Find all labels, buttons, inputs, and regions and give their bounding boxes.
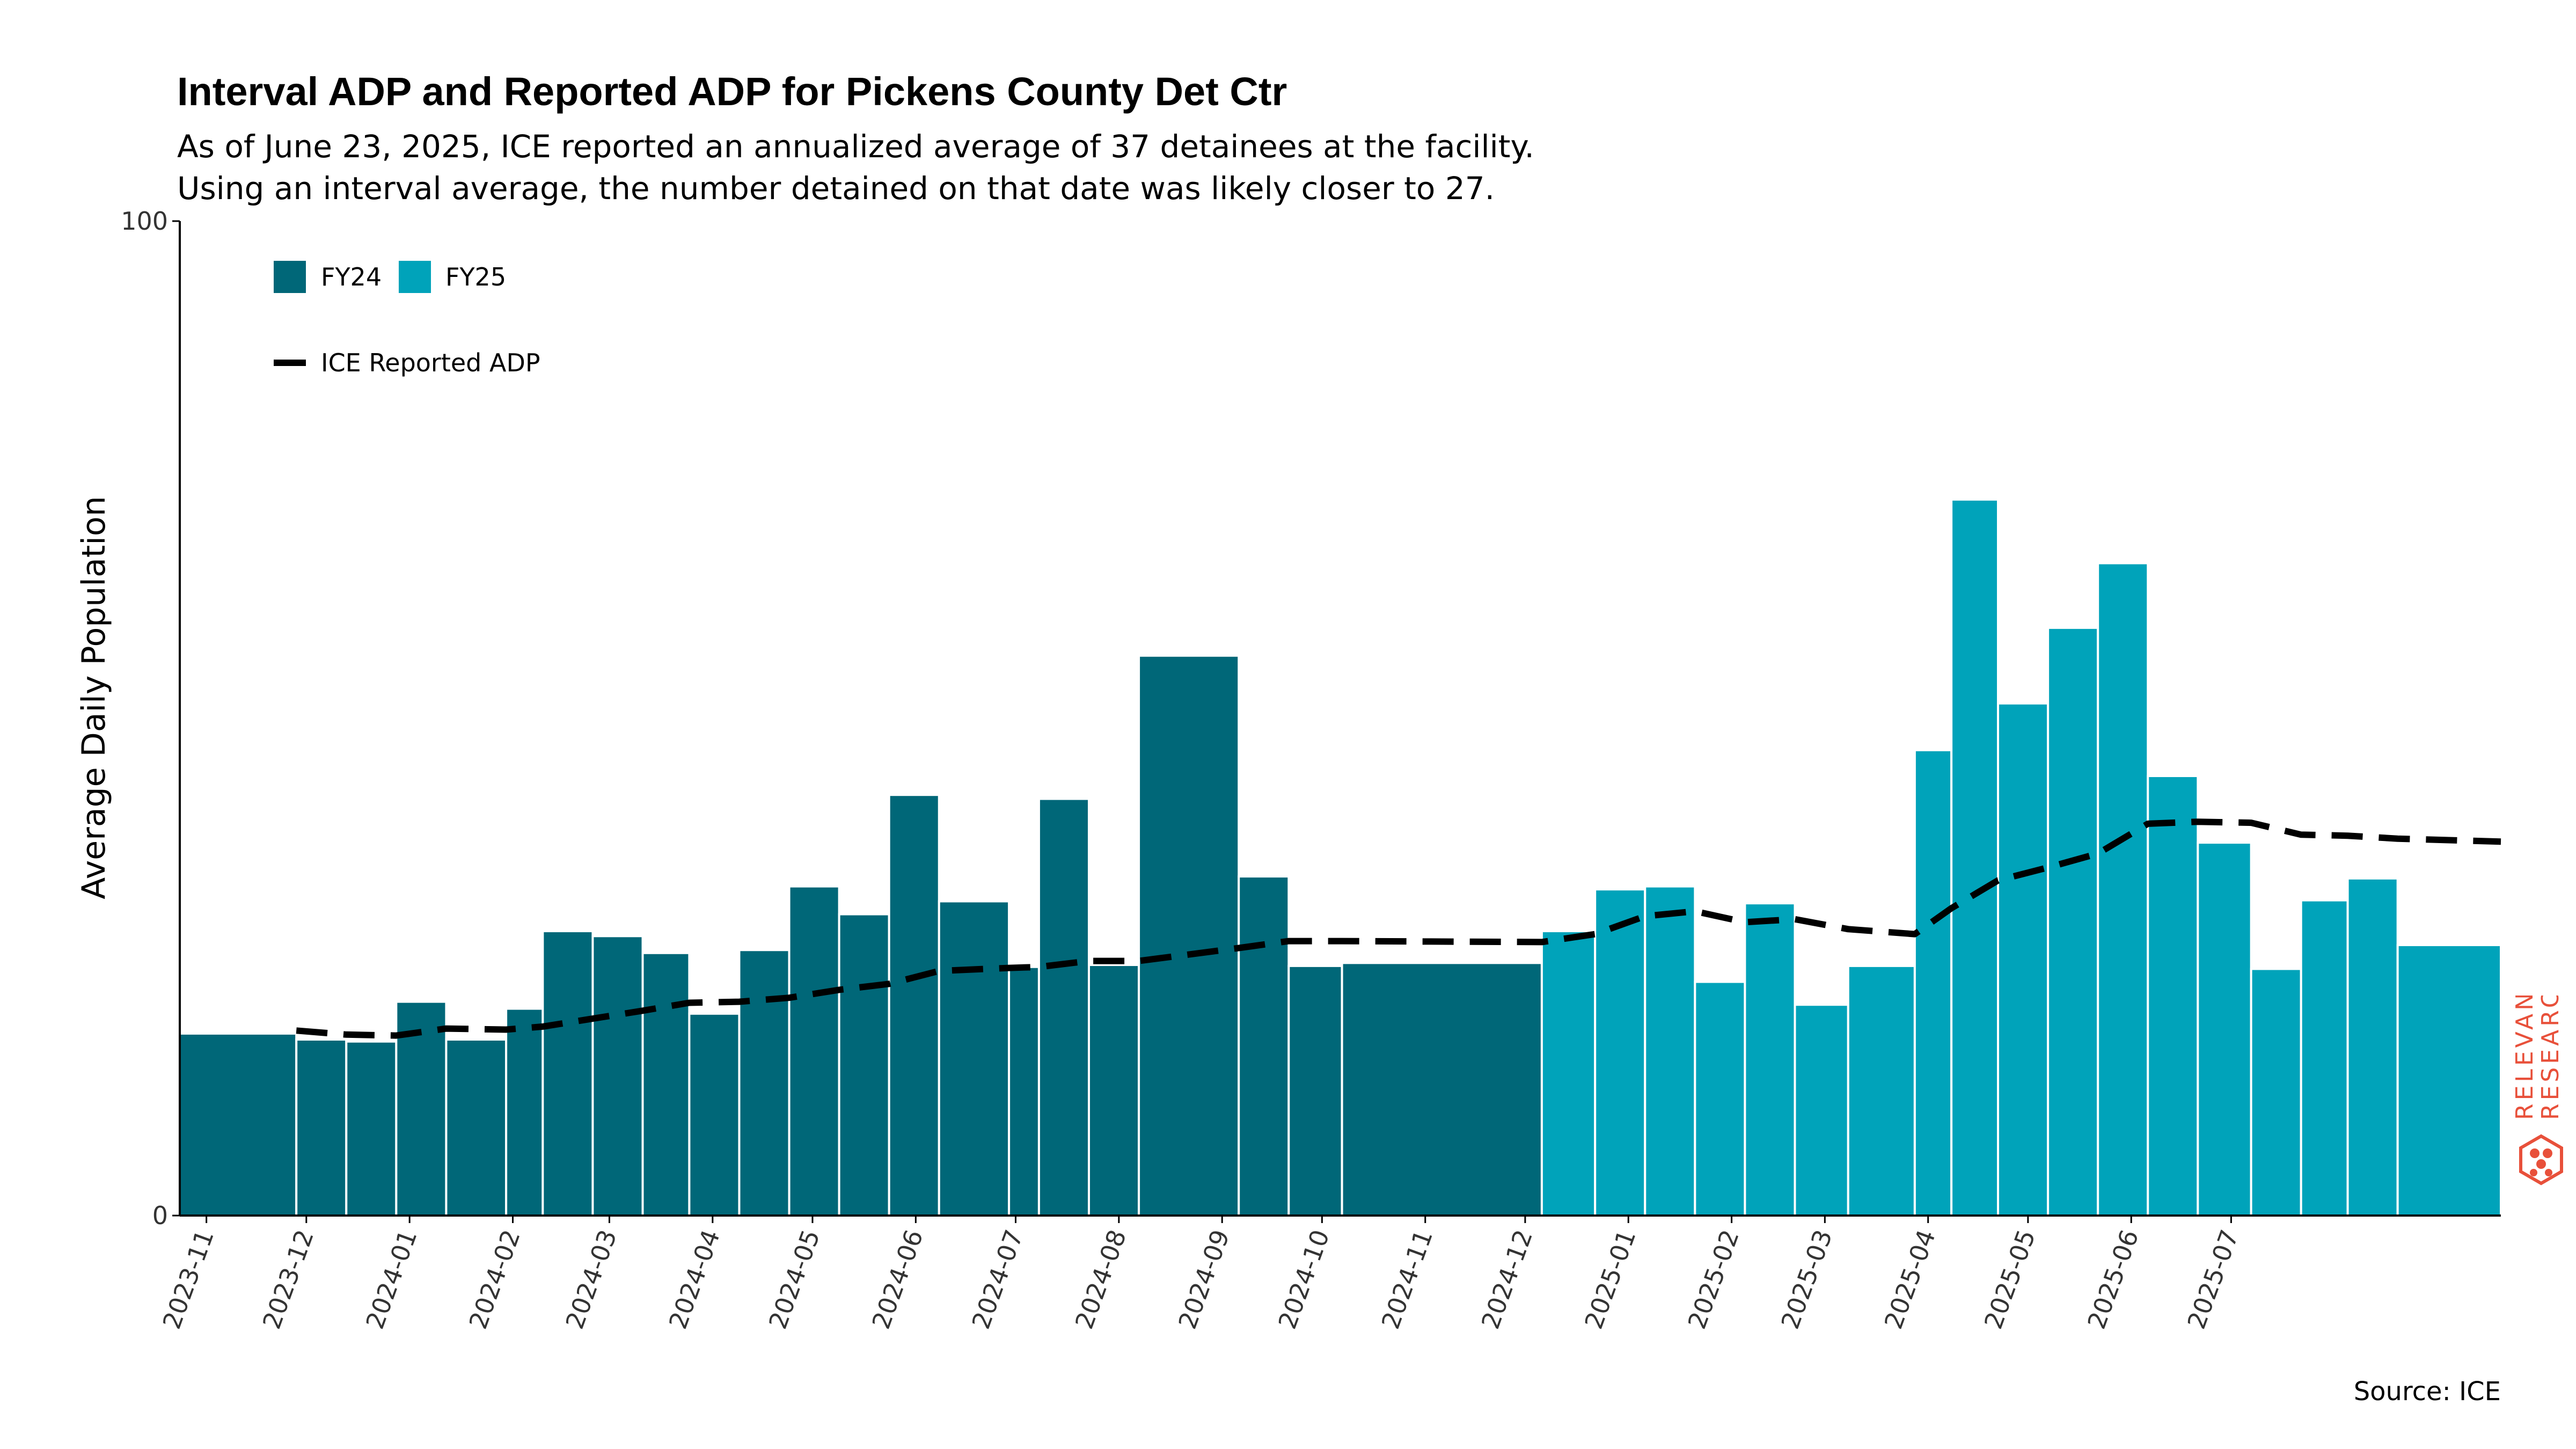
subtitle-line-1: As of June 23, 2025, ICE reported an ann… — [177, 128, 1534, 165]
logo-hexagon-icon — [2519, 1134, 2563, 1185]
bar-15 — [1008, 965, 1040, 1217]
bar-6 — [541, 930, 594, 1217]
bar-30 — [1950, 498, 2000, 1217]
bar-13 — [888, 794, 940, 1217]
x-tick-label-12: 2024-11 — [1376, 1226, 1438, 1333]
bar-26 — [1744, 902, 1796, 1217]
bar-29 — [1913, 749, 1953, 1217]
bar-12 — [838, 913, 890, 1217]
bar-36 — [2250, 968, 2302, 1217]
x-tick-label-10: 2024-09 — [1173, 1226, 1235, 1333]
x-tick-label-18: 2025-05 — [1979, 1226, 2041, 1333]
bar-35 — [2197, 841, 2252, 1217]
bar-16 — [1037, 797, 1091, 1217]
bar-27 — [1794, 1004, 1849, 1217]
logo-text-relevant: RELEVANT — [2511, 996, 2538, 1120]
bar-7 — [591, 935, 644, 1217]
x-tick-label-17: 2025-04 — [1879, 1226, 1941, 1333]
legend-fy25-label: FY25 — [445, 262, 506, 291]
x-tick-label-0: 2023-11 — [157, 1226, 219, 1333]
logo-text-research: RESEARCH — [2537, 996, 2564, 1120]
chart-title: Interval ADP and Reported ADP for Picken… — [177, 69, 1287, 114]
bar-20 — [1287, 964, 1343, 1217]
bar-5 — [505, 1007, 544, 1217]
chart-subtitle: As of June 23, 2025, ICE reported an ann… — [177, 126, 1534, 209]
line-layer — [296, 818, 2501, 1039]
bar-33 — [2097, 562, 2149, 1217]
bar-8 — [641, 952, 691, 1217]
x-tick-label-6: 2024-05 — [763, 1226, 825, 1333]
bar-38 — [2346, 877, 2399, 1217]
bar-25 — [1694, 980, 1746, 1217]
x-tick-label-2: 2024-01 — [360, 1226, 422, 1333]
bar-34 — [2147, 774, 2199, 1217]
bar-28 — [1847, 964, 1916, 1217]
ice-reported-adp-line — [296, 818, 2501, 1039]
x-tick-label-11: 2024-10 — [1272, 1226, 1335, 1333]
bar-11 — [788, 885, 840, 1217]
x-tick-label-7: 2024-06 — [866, 1226, 928, 1333]
legend-fy24-swatch — [274, 261, 306, 293]
bar-0 — [179, 1032, 298, 1217]
bar-10 — [738, 949, 791, 1217]
source-note: Source: ICE — [2353, 1377, 2501, 1407]
x-tick-label-8: 2024-07 — [966, 1226, 1028, 1333]
legend: FY24 FY25 ICE Reported ADP — [274, 261, 540, 377]
x-tick-label-4: 2024-03 — [560, 1226, 622, 1333]
bar-37 — [2300, 899, 2349, 1217]
bar-9 — [688, 1012, 741, 1217]
x-tick-label-14: 2025-01 — [1579, 1226, 1641, 1333]
bar-18 — [1138, 654, 1240, 1217]
bar-31 — [1997, 702, 2050, 1217]
bar-21 — [1341, 962, 1543, 1217]
bar-1 — [295, 1038, 348, 1217]
x-tick-label-1: 2023-12 — [257, 1226, 319, 1333]
bar-2 — [345, 1040, 398, 1217]
subtitle-line-2: Using an interval average, the number de… — [177, 170, 1495, 207]
x-tick-label-16: 2025-03 — [1775, 1226, 1838, 1333]
bar-4 — [445, 1038, 508, 1217]
x-tick-label-9: 2024-08 — [1070, 1226, 1132, 1333]
bar-39 — [2396, 943, 2502, 1217]
bar-14 — [938, 900, 1011, 1217]
y-tick-label-0: 0 — [152, 1201, 168, 1230]
x-tick-label-5: 2024-04 — [663, 1226, 726, 1333]
bar-23 — [1594, 888, 1646, 1217]
x-tick-label-15: 2025-02 — [1682, 1226, 1744, 1333]
x-tick-label-13: 2024-12 — [1476, 1226, 1538, 1333]
bar-17 — [1088, 964, 1140, 1217]
bars-layer — [179, 498, 2502, 1217]
x-tick-label-19: 2025-06 — [2082, 1226, 2144, 1333]
bar-24 — [1644, 885, 1696, 1217]
x-tick-label-3: 2024-02 — [463, 1226, 525, 1333]
bar-32 — [2047, 626, 2099, 1217]
legend-line-label: ICE Reported ADP — [321, 348, 540, 377]
bar-19 — [1238, 875, 1290, 1217]
y-tick-label-1: 100 — [121, 207, 168, 236]
bar-22 — [1540, 930, 1597, 1217]
x-tick-label-20: 2025-07 — [2182, 1226, 2244, 1333]
relevant-research-logo: RELEVANT RESEARCH — [2511, 996, 2564, 1185]
legend-fy25-swatch — [399, 261, 431, 293]
legend-fy24-label: FY24 — [321, 262, 382, 291]
